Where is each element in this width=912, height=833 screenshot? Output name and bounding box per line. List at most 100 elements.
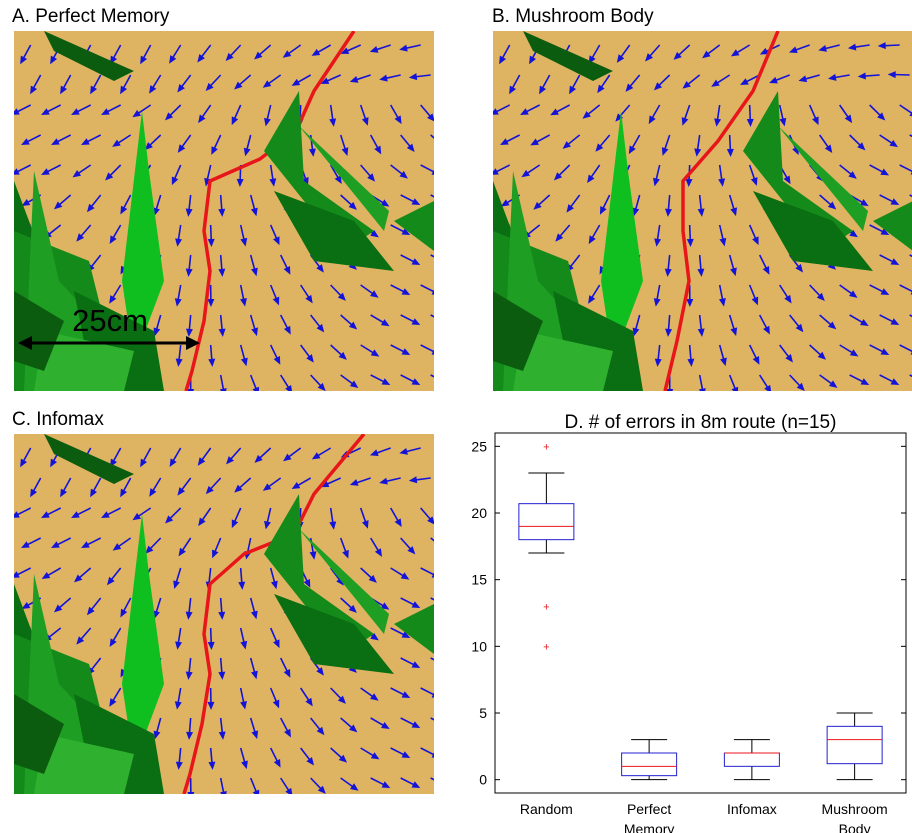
vector-arrow-head <box>399 447 408 455</box>
vector-arrow-head <box>72 169 82 178</box>
vector-arrow-shaft <box>430 657 434 661</box>
vector-arrow-head <box>51 138 60 145</box>
vector-arrow-head <box>625 83 634 92</box>
vector-arrow-head <box>381 721 390 729</box>
vector-arrow-head <box>212 549 219 559</box>
vector-arrow-head <box>340 47 350 54</box>
grass-blade <box>493 291 543 371</box>
vector-arrow-head <box>348 201 357 210</box>
vector-arrow-head <box>76 233 85 242</box>
iqr-box <box>826 725 883 765</box>
vector-arrow-head <box>177 144 186 153</box>
vector-arrow-head <box>262 483 272 491</box>
vector-arrow-head <box>550 108 559 116</box>
vector-arrow-head <box>597 84 605 94</box>
vector-arrow-head <box>60 488 68 498</box>
vector-arrow-head <box>746 118 754 127</box>
vector-arrow-head <box>500 138 509 145</box>
vector-arrow-head <box>120 205 128 215</box>
vector-arrow-head <box>431 349 434 355</box>
vector-arrow-head <box>740 78 749 85</box>
vector-arrow-head <box>408 73 418 81</box>
vector-arrow-shaft <box>430 597 434 601</box>
vector-arrow-head <box>273 236 280 246</box>
vector-arrow-head <box>685 178 693 187</box>
vector-arrow-head <box>407 546 416 555</box>
vector-arrow-head <box>251 670 258 680</box>
vector-arrow-head <box>697 268 705 277</box>
vector-arrow-head <box>890 378 900 385</box>
vector-arrow-head <box>399 170 408 179</box>
vector-arrow-head <box>788 46 798 54</box>
vector-arrow-head <box>338 754 348 763</box>
vector-arrow-head <box>236 178 244 187</box>
vector-arrow-head <box>370 290 379 298</box>
grass-blade <box>743 91 853 251</box>
vector-arrow-head <box>175 761 183 770</box>
vegetation <box>14 31 434 391</box>
vector-arrow-head <box>273 356 281 365</box>
vector-arrow-head <box>361 520 369 529</box>
vector-arrow-head <box>174 298 182 307</box>
vector-arrow-head <box>406 143 415 153</box>
panel-b-field <box>493 31 912 391</box>
vector-arrow-head <box>145 545 154 554</box>
vector-arrow-head <box>828 380 838 388</box>
vector-arrow-head <box>427 113 434 122</box>
y-tick-label: 20 <box>471 505 487 521</box>
vector-arrow-head <box>587 174 595 184</box>
vector-arrow-head <box>218 268 226 277</box>
grass-blade <box>264 494 374 654</box>
vector-arrow-head <box>109 638 117 648</box>
vector-arrow-head <box>431 169 434 175</box>
vector-arrow-head <box>521 169 530 178</box>
grass-blade <box>299 529 389 634</box>
vector-arrow-head <box>205 82 214 92</box>
outlier-marker: + <box>543 601 549 613</box>
vector-arrow-head <box>751 296 759 306</box>
panel-c-scene <box>14 434 434 794</box>
vector-arrow-shaft <box>899 344 912 353</box>
vector-arrow-head <box>250 207 258 217</box>
vector-arrow-head <box>401 631 411 638</box>
vector-arrow-head <box>252 386 260 391</box>
x-tick-label: Body <box>839 821 871 833</box>
vector-arrow-head <box>240 237 248 247</box>
vector-arrow-head <box>317 382 326 391</box>
vector-arrow-head <box>219 388 227 391</box>
vector-arrow-head <box>41 168 50 175</box>
vector-arrow-head <box>21 601 31 609</box>
vector-arrow-head <box>306 756 315 766</box>
vector-arrow-head <box>254 454 263 463</box>
vector-arrow-shaft <box>899 284 912 293</box>
vector-arrow-head <box>197 53 205 63</box>
vector-arrow-head <box>284 728 291 738</box>
vector-arrow-head <box>101 108 110 115</box>
vector-arrow-head <box>730 267 737 277</box>
vector-arrow-head <box>153 207 160 217</box>
grass-blade <box>14 291 64 371</box>
grass-blade <box>778 126 868 231</box>
vector-arrow-head <box>509 85 517 95</box>
vector-arrow-head <box>20 55 28 65</box>
vector-arrow-shaft <box>899 104 912 115</box>
vector-arrow-head <box>329 118 337 127</box>
training-route-line <box>663 31 780 391</box>
vector-arrow-head <box>632 327 640 337</box>
vector-arrow-head <box>711 79 720 87</box>
vector-arrow-head <box>140 458 148 468</box>
vector-arrow-head <box>880 288 890 295</box>
x-tick-label: Memory <box>624 821 675 833</box>
vector-arrow-head <box>207 238 215 247</box>
vector-arrow-head <box>120 608 128 618</box>
grass-blade <box>14 694 64 774</box>
scale-bar-label: 25cm <box>72 303 148 338</box>
vector-arrow-head <box>697 208 705 217</box>
vector-arrow-head <box>411 661 421 668</box>
vector-arrow-head <box>427 516 434 525</box>
y-tick-label: 0 <box>479 772 487 788</box>
training-route-line <box>184 31 356 391</box>
vector-arrow-head <box>153 610 160 620</box>
grass-blade <box>34 734 134 794</box>
vector-arrow-head <box>431 752 434 758</box>
